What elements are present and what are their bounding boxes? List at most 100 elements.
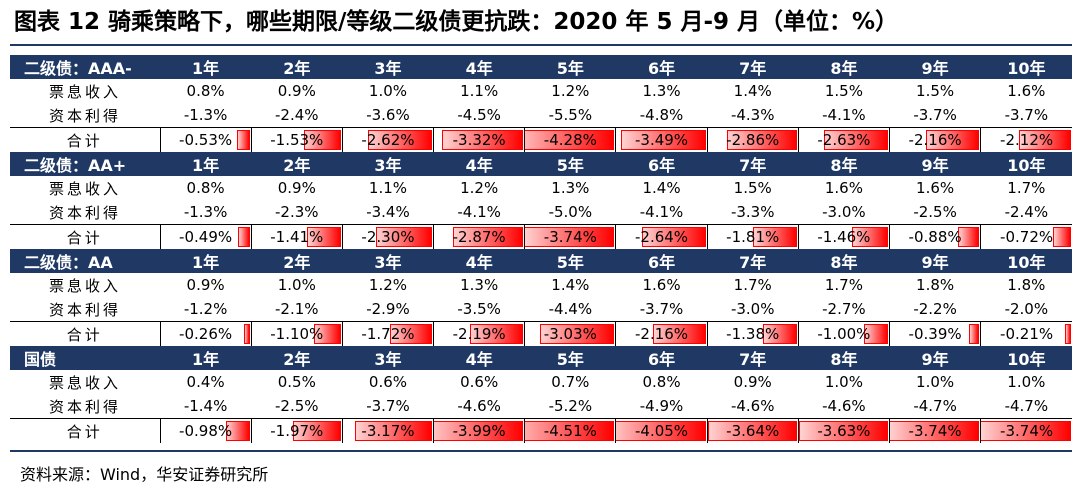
total-cell: -0.53% — [159, 127, 252, 152]
total-value: -3.17% — [361, 422, 415, 440]
value-cell: -4.8% — [639, 106, 684, 124]
value-cell: -2.0% — [1004, 300, 1049, 318]
data-bar — [525, 130, 615, 150]
value-cell: -2.5% — [913, 203, 957, 221]
total-value: -3.03% — [543, 325, 597, 343]
total-cell: -1.00% — [797, 321, 890, 346]
row-label: 票息收入 — [48, 276, 121, 295]
value-cell: 1.6% — [1007, 82, 1046, 100]
total-cell: -4.05% — [615, 418, 708, 443]
tenor-header: 3年 — [342, 249, 434, 273]
coupon-income-row: 票息收入 0.9% 1.0% 1.2% 1.3% 1.4% 1.6% 1.7% 1.7% 1.8%… — [10, 273, 1072, 297]
data-bar — [620, 130, 706, 150]
data-bar — [525, 227, 615, 247]
value-cell: -3.7% — [366, 397, 410, 415]
value-cell: -2.4% — [1004, 203, 1049, 221]
value-cell: 1.7% — [1007, 179, 1046, 197]
data-bar — [434, 421, 524, 441]
total-cell: -3.03% — [524, 321, 616, 346]
value-cell: -4.9% — [639, 397, 684, 415]
value-cell: 1.5% — [733, 179, 772, 197]
total-cell: -1.10% — [250, 321, 343, 346]
section-name: 二级债：AA — [10, 249, 160, 273]
total-cell: -3.49% — [615, 127, 708, 152]
value-cell: 0.8% — [186, 82, 225, 100]
value-cell: -5.0% — [548, 203, 593, 221]
capital-gain-row: 资本利得 -1.2% -2.1% -2.9% -3.5% -4.4% -3.7% -3.0% -… — [10, 297, 1072, 322]
section-header-row: 国债 1年 2年 3年 4年 5年 6年 7年 8年 9年 10年 — [10, 346, 1072, 370]
data-bar — [890, 421, 980, 441]
total-cell: -0.39% — [888, 321, 981, 346]
tenor-header: 5年 — [524, 152, 616, 176]
total-value: -4.51% — [543, 422, 597, 440]
total-value: -2.19% — [452, 325, 506, 343]
value-cell: -3.0% — [730, 300, 775, 318]
value-cell: -4.7% — [1004, 397, 1049, 415]
total-cell: -1.53% — [250, 127, 343, 152]
tenor-header: 6年 — [615, 346, 708, 370]
tenor-header: 5年 — [524, 249, 616, 273]
value-cell: 0.8% — [186, 179, 225, 197]
value-cell: 1.8% — [1007, 276, 1046, 294]
tenor-header: 2年 — [251, 55, 343, 79]
total-value: -2.87% — [452, 228, 506, 246]
total-value: -0.98% — [179, 422, 233, 440]
total-value: -1.97% — [270, 422, 324, 440]
value-cell: -4.1% — [822, 106, 866, 124]
value-cell: 0.8% — [642, 373, 681, 391]
value-cell: 1.6% — [642, 276, 681, 294]
tenor-header: 7年 — [707, 55, 799, 79]
data-bar — [762, 324, 797, 344]
value-cell: 1.4% — [642, 179, 681, 197]
tenor-header: 10年 — [980, 152, 1072, 176]
value-cell: 1.0% — [277, 276, 316, 294]
section-name: 国债 — [10, 346, 160, 370]
tenor-header: 8年 — [798, 55, 890, 79]
total-value: -1.81% — [726, 228, 780, 246]
value-cell: -2.1% — [275, 300, 319, 318]
data-bar — [470, 324, 524, 344]
total-value: -3.49% — [634, 131, 689, 149]
data-bar — [376, 227, 433, 247]
value-cell: 1.3% — [551, 179, 590, 197]
value-cell: 1.5% — [824, 82, 863, 100]
total-value: -0.26% — [179, 325, 233, 343]
data-bar — [824, 130, 888, 150]
tenor-header: 8年 — [798, 249, 890, 273]
total-cell: -3.63% — [797, 418, 890, 443]
coupon-income-row: 票息收入 0.8% 0.9% 1.0% 1.1% 1.2% 1.3% 1.4% 1.5% 1.5%… — [10, 79, 1072, 103]
row-label: 票息收入 — [48, 373, 121, 392]
tenor-header: 4年 — [433, 152, 525, 176]
value-cell: 0.6% — [368, 373, 408, 391]
row-label: 资本利得 — [48, 203, 121, 222]
total-row: 合计 -0.49% -1.41% -2.30% -2.87% -3.74% -2.64% -1… — [10, 224, 1072, 249]
data-bar — [864, 324, 888, 344]
total-value: -2.86% — [726, 131, 780, 149]
value-cell: -4.5% — [457, 106, 501, 124]
data-bar — [442, 130, 524, 150]
value-cell: 0.9% — [277, 179, 316, 197]
data-bar — [313, 324, 341, 344]
total-cell: -1.72% — [341, 321, 434, 346]
value-cell: -2.4% — [275, 106, 319, 124]
total-cell: -4.51% — [524, 418, 616, 443]
value-cell: -3.4% — [366, 203, 410, 221]
total-cell: -1.97% — [250, 418, 343, 443]
total-value: -3.32% — [452, 131, 506, 149]
total-value: -2.30% — [361, 228, 415, 246]
data-bar — [306, 227, 341, 247]
value-cell: -2.2% — [913, 300, 957, 318]
total-value: -1.00% — [817, 325, 871, 343]
total-value: -0.88% — [908, 228, 962, 246]
tenor-header: 6年 — [615, 55, 708, 79]
data-bar — [303, 130, 341, 150]
data-bar — [958, 227, 980, 247]
row-label: 资本利得 — [48, 300, 121, 319]
row-label: 合计 — [10, 321, 160, 346]
value-cell: 1.7% — [733, 276, 772, 294]
section-header-row: 二级债：AA+ 1年 2年 3年 4年 5年 6年 7年 8年 9年 10年 — [10, 152, 1072, 176]
data-bar — [236, 130, 250, 150]
value-cell: -4.6% — [457, 397, 501, 415]
total-value: -1.72% — [361, 325, 415, 343]
total-cell: -4.28% — [524, 127, 616, 152]
